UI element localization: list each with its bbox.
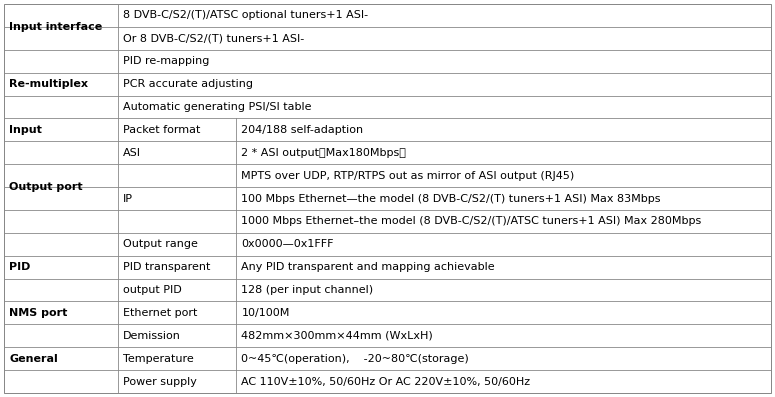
Text: ASI: ASI bbox=[122, 148, 140, 158]
Text: 1000 Mbps Ethernet–the model (8 DVB-C/S2/(T)/ATSC tuners+1 ASI) Max 280Mbps: 1000 Mbps Ethernet–the model (8 DVB-C/S2… bbox=[241, 216, 701, 226]
Text: PID re-mapping: PID re-mapping bbox=[122, 56, 209, 66]
Text: output PID: output PID bbox=[122, 285, 181, 295]
Text: MPTS over UDP, RTP/RTPS out as mirror of ASI output (RJ45): MPTS over UDP, RTP/RTPS out as mirror of… bbox=[241, 171, 574, 181]
Text: 0x0000—0x1FFF: 0x0000—0x1FFF bbox=[241, 239, 334, 249]
Text: 204/188 self-adaption: 204/188 self-adaption bbox=[241, 125, 363, 135]
Text: 8 DVB-C/S2/(T)/ATSC optional tuners+1 ASI-: 8 DVB-C/S2/(T)/ATSC optional tuners+1 AS… bbox=[122, 10, 367, 20]
Text: 2 * ASI output（Max180Mbps）: 2 * ASI output（Max180Mbps） bbox=[241, 148, 406, 158]
Text: 128 (per input channel): 128 (per input channel) bbox=[241, 285, 374, 295]
Text: Packet format: Packet format bbox=[122, 125, 200, 135]
Text: Input interface: Input interface bbox=[9, 22, 102, 32]
Text: 0~45℃(operation),    -20~80℃(storage): 0~45℃(operation), -20~80℃(storage) bbox=[241, 354, 469, 364]
Text: NMS port: NMS port bbox=[9, 308, 67, 318]
Text: 482mm×300mm×44mm (WxLxH): 482mm×300mm×44mm (WxLxH) bbox=[241, 331, 433, 341]
Text: IP: IP bbox=[122, 193, 133, 204]
Text: Automatic generating PSI/SI table: Automatic generating PSI/SI table bbox=[122, 102, 311, 112]
Text: PCR accurate adjusting: PCR accurate adjusting bbox=[122, 79, 253, 89]
Text: Output range: Output range bbox=[122, 239, 198, 249]
Text: General: General bbox=[9, 354, 58, 364]
Text: Any PID transparent and mapping achievable: Any PID transparent and mapping achievab… bbox=[241, 262, 495, 272]
Text: Or 8 DVB-C/S2/(T) tuners+1 ASI-: Or 8 DVB-C/S2/(T) tuners+1 ASI- bbox=[122, 33, 304, 43]
Text: AC 110V±10%, 50/60Hz Or AC 220V±10%, 50/60Hz: AC 110V±10%, 50/60Hz Or AC 220V±10%, 50/… bbox=[241, 377, 531, 387]
Text: Output port: Output port bbox=[9, 182, 83, 192]
Text: 10/100M: 10/100M bbox=[241, 308, 290, 318]
Text: Temperature: Temperature bbox=[122, 354, 193, 364]
Text: Demission: Demission bbox=[122, 331, 181, 341]
Text: 100 Mbps Ethernet—the model (8 DVB-C/S2/(T) tuners+1 ASI) Max 83Mbps: 100 Mbps Ethernet—the model (8 DVB-C/S2/… bbox=[241, 193, 661, 204]
Text: PID: PID bbox=[9, 262, 30, 272]
Text: PID transparent: PID transparent bbox=[122, 262, 210, 272]
Text: Input: Input bbox=[9, 125, 42, 135]
Text: Power supply: Power supply bbox=[122, 377, 196, 387]
Text: Ethernet port: Ethernet port bbox=[122, 308, 197, 318]
Text: Re-multiplex: Re-multiplex bbox=[9, 79, 88, 89]
